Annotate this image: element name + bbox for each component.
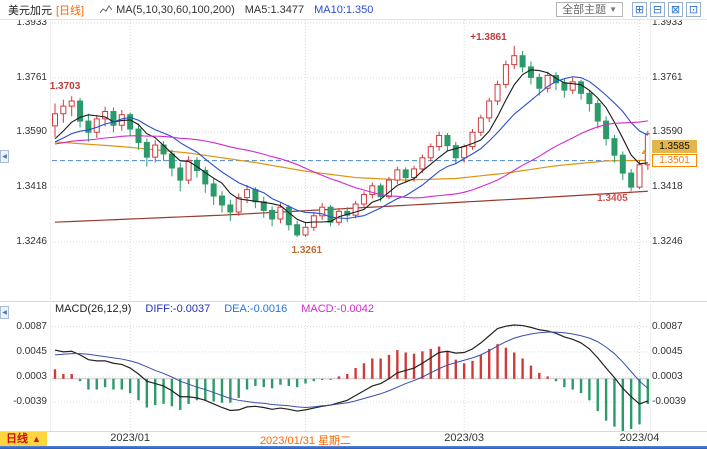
price-tick-label: 1.3418 [652,181,683,193]
price-tick-label: 1.3246 [16,235,47,247]
collapse-macd-panel-button[interactable]: ◀ [0,306,9,319]
price-marker-icon: ▲ [640,146,648,156]
window-bottom-edge [0,446,707,449]
price-tick-label: 1.3246 [652,235,683,247]
macd-lines [54,324,649,412]
theme-dropdown[interactable]: 全部主题 ▼ [556,2,623,17]
price-tick-label: 1.3418 [16,181,47,193]
macd-header: MACD(26,12,9) DIFF:-0.0037 DEA:-0.0016 M… [55,303,374,315]
price-annotation: 1.3261 [291,245,323,257]
ma-indicator-icon [100,4,113,15]
axis-divider [0,431,707,432]
up-arrow-icon: ▲ [32,434,41,444]
macd-tick-label: 0.0045 [652,345,683,357]
macd-histogram [53,344,650,432]
price-annotation: 1.3703 [49,81,81,93]
date-tick-label: 2023/04 [619,432,660,444]
macd-tick-label: -0.0039 [652,396,686,408]
macd-hist-value: MACD:-0.0042 [301,303,374,315]
price-tick-label: 1.3761 [652,71,683,83]
gridlines [52,20,648,432]
macd-tick-label: 0.0087 [16,320,47,332]
pane-single-icon[interactable]: ⊡ [686,2,701,17]
ma5-value-label: MA5:1.3477 [244,3,305,16]
price-tick-label: 1.3590 [16,126,47,138]
macd-tick-label: -0.0039 [13,396,47,408]
date-tick-label: 2023/03 [444,432,485,444]
date-tick-label: 2023/01 [110,432,151,444]
ma-group-label: MA(5,10,30,60,100,200) [116,3,235,16]
right-axis-line [650,20,651,431]
macd-diff-value: DIFF:-0.0037 [145,303,211,315]
period-tag: [日线] [56,4,85,17]
collapse-main-panel-button[interactable]: ◀ [0,150,9,163]
price-tick-label: 1.3933 [16,16,47,28]
pane-minus-icon[interactable]: ⊟ [650,2,665,17]
date-axis: 2023/01 2023/01/31 星期二 2023/03 2023/04 [0,432,707,447]
layout-button-group: ⊞ ⊟ ⊠ ⊡ [629,2,701,17]
theme-dropdown-label: 全部主题 [562,3,607,16]
period-selector[interactable]: 日线 ▲ [0,432,47,446]
instrument-title: 美元加元 [8,4,52,17]
price-annotation: +1.3861 [470,31,507,43]
price-annotation: 1.3405 [597,193,628,205]
price-tick-label: 1.3590 [652,126,683,138]
chevron-down-icon: ▼ [609,4,617,14]
macd-tick-label: 0.0003 [652,371,683,382]
ma10-value-label: MA10:1.350 [314,3,374,16]
macd-params-label: MACD(26,12,9) [55,303,132,315]
date-tick-label: 2023/01/31 星期二 [259,435,352,447]
macd-dea-value: DEA:-0.0016 [224,303,288,315]
price-tick-label: 1.3933 [652,16,683,28]
pane-grid-icon[interactable]: ⊞ [632,2,647,17]
price-line-value-box[interactable]: 1.3501 [652,153,697,167]
fast-ma-lines [54,69,649,224]
price-tick-label: 1.3761 [16,71,47,83]
macd-tick-label: 0.0045 [16,345,47,357]
panel-divider [0,301,707,302]
toolbar: 美元加元 [日线] MA(5,10,30,60,100,200) MA5:1.3… [0,0,707,20]
left-axis-line [50,20,51,431]
macd-tick-label: 0.0003 [16,371,47,382]
macd-tick-label: 0.0087 [652,320,683,332]
period-label: 日线 [6,433,28,445]
candles-layer [52,45,651,238]
last-price-badge: 1.3585 [652,139,697,153]
pane-close-icon[interactable]: ⊠ [668,2,683,17]
